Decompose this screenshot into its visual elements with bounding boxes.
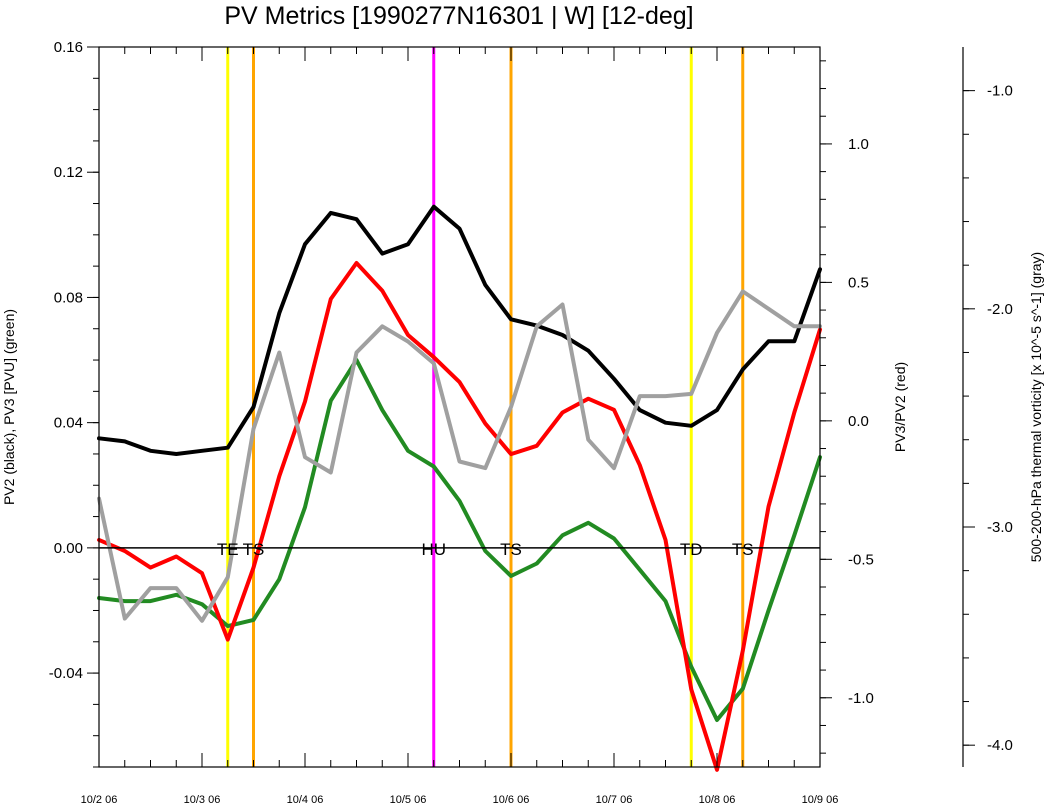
series-line-pv3-pv2 xyxy=(97,261,822,772)
plot-frame xyxy=(98,46,821,768)
x-tick-label: 10/2 06 xyxy=(81,794,118,805)
y-tick-label-left: 0.16 xyxy=(54,39,83,56)
series-line-pv2 xyxy=(97,204,822,456)
y-axis-label-left: PV2 (black), PV3 [PVU] (green) xyxy=(1,309,17,505)
y-tick-label-right: -1.0 xyxy=(848,690,874,707)
chart-title: PV Metrics [1990277N16301 | W] [12-deg] xyxy=(224,2,693,30)
y-tick-label-right: 0.5 xyxy=(848,274,869,291)
x-tick-label: 10/8 06 xyxy=(699,794,736,805)
stage-label: HU xyxy=(421,540,446,559)
x-tick-label: 10/7 06 xyxy=(596,794,633,805)
y-tick-label-left: 0.04 xyxy=(54,415,83,432)
y-tick-label-far-right: -2.0 xyxy=(987,301,1013,318)
y-tick-label-far-right: -4.0 xyxy=(987,737,1013,754)
stage-label: TD xyxy=(680,540,703,559)
y-axis-label-right: PV3/PV2 (red) xyxy=(892,362,908,452)
y-tick-label-far-right: -1.0 xyxy=(987,83,1013,100)
series-lines xyxy=(97,204,822,772)
stage-label: TS xyxy=(500,540,522,559)
stage-markers xyxy=(226,47,745,767)
y-tick-label-right: 0.0 xyxy=(848,413,869,430)
y-tick-label-right: -0.5 xyxy=(848,551,874,568)
y-tick-label-right: 1.0 xyxy=(848,136,869,153)
stage-label: TE xyxy=(217,540,239,559)
y-tick-label-left: -0.04 xyxy=(49,665,83,682)
y-tick-label-left: 0.12 xyxy=(54,164,83,181)
x-tick-label: 10/4 06 xyxy=(287,794,324,805)
stage-labels: TE TS HU TS TD TS xyxy=(217,540,754,559)
x-tick-label: 10/3 06 xyxy=(184,794,221,805)
x-tick-label: 10/6 06 xyxy=(493,794,530,805)
x-tick-label: 10/5 06 xyxy=(390,794,427,805)
series-line-thermal-vorticity xyxy=(97,289,822,623)
y-tick-label-far-right: -3.0 xyxy=(987,519,1013,536)
axes: 10/2 06 10/3 06 10/4 06 10/5 06 10/6 06 10/7 … xyxy=(49,39,1013,805)
stage-label: TS xyxy=(243,540,265,559)
x-tick-label: 10/9 06 xyxy=(802,794,839,805)
stage-label: TS xyxy=(732,540,754,559)
y-tick-label-left: 0.08 xyxy=(54,289,83,306)
y-tick-label-left: 0.00 xyxy=(54,540,83,557)
y-axis-label-far-right: 500-200-hPa thermal vorticity [x 10^-5 s… xyxy=(1028,252,1044,562)
